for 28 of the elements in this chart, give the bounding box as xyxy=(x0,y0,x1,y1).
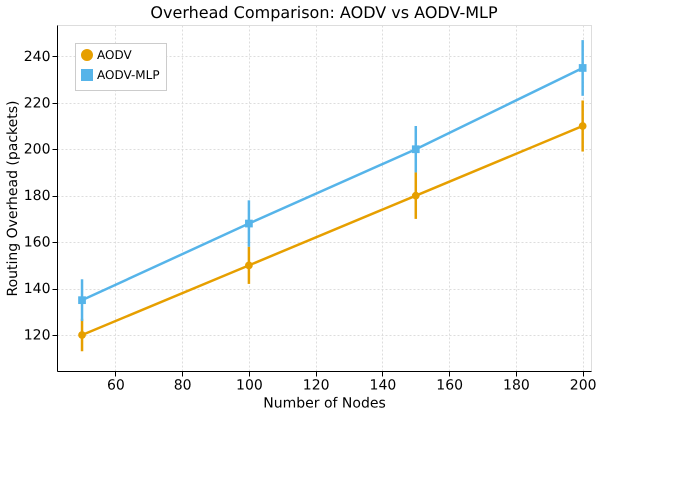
point xyxy=(412,192,420,200)
point xyxy=(78,296,86,304)
x-axis-title: Number of Nodes xyxy=(263,396,386,412)
x-tick-label: 200 xyxy=(570,378,597,394)
x-tick-label: 60 xyxy=(106,378,125,394)
y-tick-label: 160 xyxy=(24,234,50,251)
legend-label: AODV xyxy=(97,48,132,62)
y-tick-label: 200 xyxy=(24,142,50,158)
point xyxy=(245,261,253,270)
x-tick-label: 160 xyxy=(436,378,464,394)
x-tick-label: 100 xyxy=(236,378,263,394)
y-tick-label: 220 xyxy=(24,95,50,112)
point xyxy=(78,331,86,339)
point xyxy=(578,122,587,130)
y-tick-label: 240 xyxy=(24,48,50,65)
legend-label: AODV-MLP xyxy=(97,68,160,82)
y-tick-label: 140 xyxy=(24,281,50,298)
y-tick-label: 180 xyxy=(24,188,50,204)
x-tick-label: 180 xyxy=(503,378,530,394)
chart-title: Overhead Comparison: AODV vs AODV-MLP xyxy=(150,3,498,22)
x-tick-label: 80 xyxy=(174,378,192,394)
y-axis-title: Routing Overhead (packets) xyxy=(4,100,21,297)
y-tick-label: 120 xyxy=(24,328,50,344)
point xyxy=(578,64,587,72)
point xyxy=(412,145,420,154)
x-tick-label: 140 xyxy=(370,378,396,394)
point xyxy=(245,220,253,228)
x-tick-label: 120 xyxy=(302,378,330,394)
